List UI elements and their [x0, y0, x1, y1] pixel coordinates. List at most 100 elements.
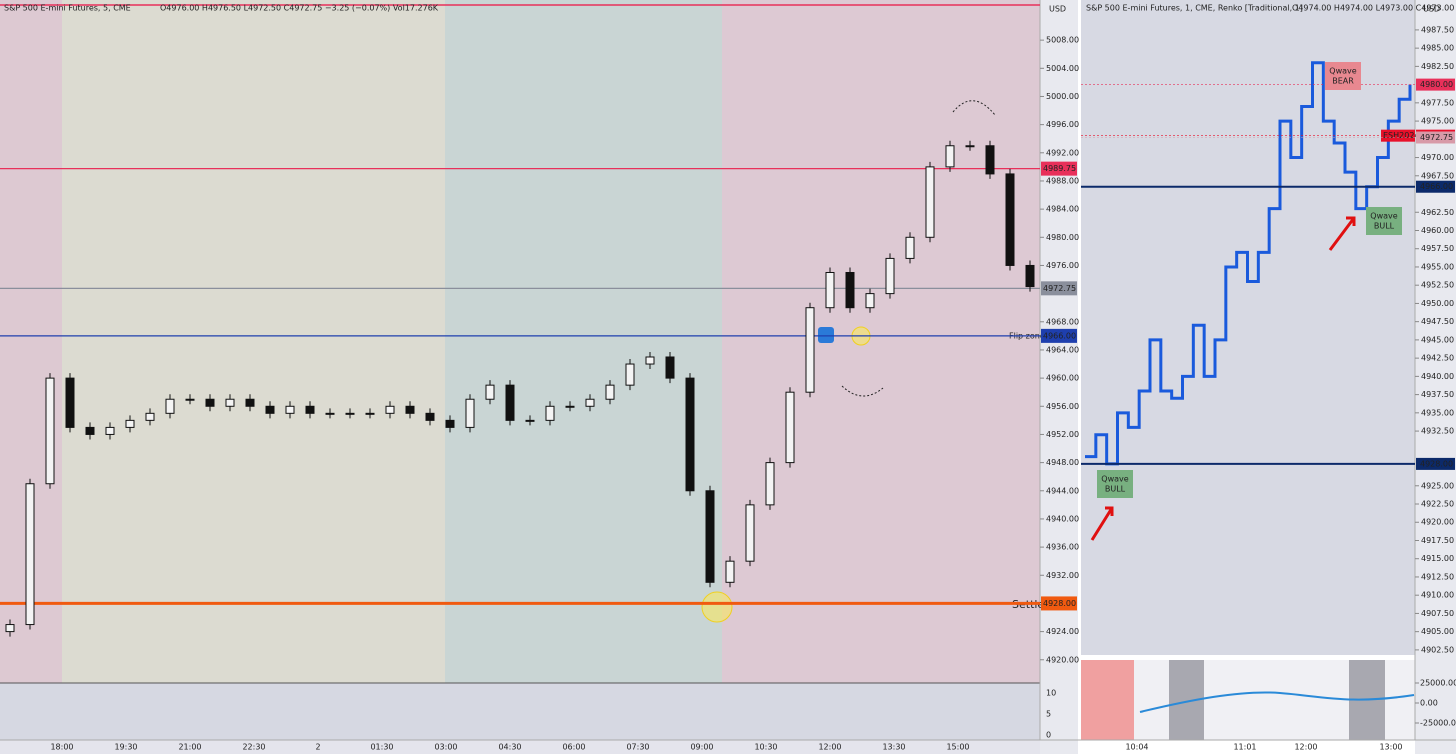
- candle: [725, 560, 735, 583]
- candle: [905, 236, 915, 259]
- y-tick-label: 4915.00: [1421, 554, 1454, 563]
- y-tick-label: 4956.00: [1046, 402, 1079, 411]
- y-tick-label: 4980.00: [1046, 233, 1079, 242]
- x-tick-label: 18:00: [50, 743, 73, 752]
- y-tick-label: 0.00: [1420, 699, 1438, 708]
- candle: [65, 377, 75, 428]
- candle: [125, 419, 135, 428]
- y-tick-label: 4968.00: [1046, 317, 1079, 326]
- candle: [45, 377, 55, 485]
- candle: [385, 405, 395, 414]
- y-tick-label: 4952.00: [1046, 430, 1079, 439]
- y-tick-label: 4985.00: [1421, 44, 1454, 53]
- y-tick-label: 5004.00: [1046, 64, 1079, 73]
- symbol: S&P 500 E-mini Futures, 5, CME: [4, 4, 131, 13]
- y-tick-label: 4947.50: [1421, 317, 1454, 326]
- candle: [625, 363, 635, 386]
- signal-label: BULL: [1374, 222, 1395, 231]
- candle: [365, 412, 375, 415]
- candle: [785, 391, 795, 464]
- y-tick-label: 4902.50: [1421, 645, 1454, 654]
- x-tick-label: 12:00: [1294, 743, 1317, 752]
- price-marker-label: 4989.75: [1043, 164, 1076, 173]
- price-marker-label: 4980.00: [1420, 80, 1453, 89]
- icon[interactable]: [818, 327, 834, 343]
- y-tick-label: 4975.00: [1421, 117, 1454, 126]
- x-tick-label: 13:30: [882, 743, 905, 752]
- candle: [205, 398, 215, 407]
- y-tick-label: -25000.00: [1420, 719, 1456, 728]
- right-panel: [1081, 0, 1415, 655]
- y-tick-label: 4948.00: [1046, 458, 1079, 467]
- candle: [1025, 264, 1035, 288]
- y-tick-label: 4935.00: [1421, 408, 1454, 417]
- y-tick-label: 4937.50: [1421, 390, 1454, 399]
- y-tick-label: 4960.00: [1046, 374, 1079, 383]
- candle: [945, 145, 955, 168]
- price-marker: [1041, 161, 1077, 176]
- price-marker: [1416, 180, 1455, 193]
- y-tick-label: 4940.00: [1046, 514, 1079, 523]
- candle: [185, 398, 195, 401]
- y-tick-label: 4957.50: [1421, 244, 1454, 253]
- x-tick-label: 12:00: [818, 743, 841, 752]
- renko-line: [1085, 61, 1412, 466]
- candle: [745, 504, 755, 562]
- candle: [765, 462, 775, 506]
- candle: [865, 293, 875, 309]
- y-tick-label: 4924.00: [1046, 627, 1079, 636]
- candle: [705, 490, 715, 583]
- y-tick-label: 4922.50: [1421, 500, 1454, 509]
- price-marker: [1416, 457, 1455, 470]
- y-tick-label: 4976.00: [1046, 261, 1079, 270]
- y-tick-label: 4905.00: [1421, 627, 1454, 636]
- candle: [225, 398, 235, 407]
- candle: [305, 405, 315, 414]
- signal-box: [1097, 470, 1133, 498]
- y-tick-label: 5000.00: [1046, 92, 1079, 101]
- arc: [952, 100, 996, 116]
- y-tick-label: 4907.50: [1421, 609, 1454, 618]
- candle: [685, 377, 695, 492]
- candle: [265, 405, 275, 414]
- y-tick-label: 4996.00: [1046, 120, 1079, 129]
- separator: [1078, 0, 1081, 754]
- osc-bg: [1081, 660, 1134, 740]
- price-marker-label: 4966.00: [1043, 331, 1076, 340]
- signal-label: Qwave: [1370, 212, 1397, 221]
- candle: [885, 257, 895, 295]
- x-tick-label: 10:04: [1125, 743, 1148, 752]
- candle: [645, 356, 655, 365]
- osc-line: [1139, 691, 1415, 713]
- signal-label: Qwave: [1329, 67, 1356, 76]
- price-axis: [1040, 0, 1078, 754]
- candle: [5, 624, 15, 633]
- y-tick-label: 4945.00: [1421, 335, 1454, 344]
- candle: [585, 398, 595, 407]
- y-tick-label: 4920.00: [1421, 518, 1454, 527]
- x-tick-label: 11:01: [1233, 743, 1256, 752]
- candle: [25, 483, 35, 626]
- y-tick-label: 4984.00: [1046, 205, 1079, 214]
- price-marker: [1416, 131, 1455, 144]
- price-marker-label: 4928.00: [1043, 599, 1076, 608]
- x-tick-label: 15:00: [946, 743, 969, 752]
- candle: [605, 384, 615, 400]
- price-marker-label: 4966.00: [1420, 182, 1453, 191]
- volume-pane: [0, 683, 1040, 740]
- price-marker: [1041, 281, 1077, 296]
- candle: [325, 412, 335, 415]
- signal-label: Qwave: [1101, 475, 1128, 484]
- y-tick-label: 5008.00: [1046, 36, 1079, 45]
- y-tick-label: 4944.00: [1046, 486, 1079, 495]
- x-tick-label: 03:00: [434, 743, 457, 752]
- arrow: [1090, 506, 1114, 541]
- y-tick-label: 4964.00: [1046, 345, 1079, 354]
- highlight: [701, 591, 733, 623]
- currency: USD: [1423, 5, 1440, 14]
- y-tick-label: 4967.50: [1421, 171, 1454, 180]
- volume-tick-label: 5: [1046, 710, 1051, 719]
- price-marker-label: 4972.75: [1420, 133, 1453, 142]
- volume-tick-label: 10: [1046, 689, 1056, 698]
- y-tick-label: 4970.00: [1421, 153, 1454, 162]
